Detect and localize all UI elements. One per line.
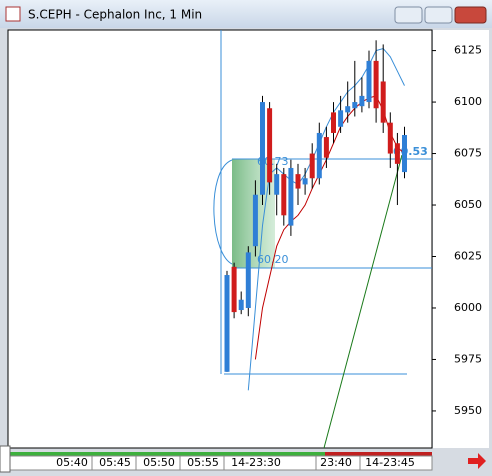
- candle-body: [252, 194, 258, 247]
- ellipse-outline: [213, 159, 236, 266]
- timeline-bar-recent: [325, 452, 432, 456]
- candle-body: [352, 102, 358, 109]
- x-tick-label: 14-23:45: [365, 456, 415, 469]
- trend-line: [323, 154, 403, 449]
- x-tick-label: 23:40: [320, 456, 352, 469]
- candle-body: [245, 252, 251, 308]
- y-tick-label: 6025: [454, 250, 482, 263]
- maximize-button[interactable]: [424, 6, 453, 24]
- candle-body: [302, 178, 308, 185]
- window-title: S.CEPH - Cephalon Inc, 1 Min: [28, 8, 202, 22]
- candle-body: [295, 174, 301, 189]
- indicator-line: [247, 47, 405, 391]
- candle-body: [394, 143, 400, 164]
- candle-body: [359, 95, 365, 107]
- indicator-line: [254, 95, 405, 360]
- price-axis: [433, 30, 489, 448]
- y-tick-label: 6125: [454, 44, 482, 57]
- candle-body: [338, 110, 344, 127]
- y-tick-label: 5975: [454, 352, 482, 365]
- candle-body: [267, 108, 273, 183]
- timeline-bar: [0, 452, 432, 456]
- close-button[interactable]: [454, 6, 487, 24]
- app-icon: [5, 6, 21, 22]
- candle-body: [345, 106, 351, 113]
- annotation: 60.53: [393, 145, 428, 158]
- x-tick-label: 14-23:30: [231, 456, 281, 469]
- y-tick-label: 6050: [454, 198, 482, 211]
- x-tick-label: 05:40: [56, 456, 88, 469]
- x-tick-label: 05:55: [187, 456, 219, 469]
- annotation: 60.20: [257, 253, 289, 266]
- candle-body: [331, 112, 336, 133]
- candle-body: [288, 167, 294, 226]
- candle-body: [274, 174, 280, 195]
- candle-body: [231, 266, 237, 313]
- candle-body: [224, 275, 230, 372]
- candle-body: [323, 137, 329, 158]
- candle-body: [366, 60, 372, 103]
- candle-body: [316, 132, 322, 179]
- candle-body: [238, 299, 244, 311]
- x-tick-label: 05:45: [99, 456, 131, 469]
- scroll-arrow[interactable]: [468, 453, 486, 469]
- candle-body: [260, 102, 265, 195]
- y-tick-label: 6000: [454, 301, 482, 314]
- y-tick-label: 5950: [454, 404, 482, 417]
- candle-body: [309, 153, 315, 179]
- candle-body: [380, 81, 386, 123]
- candle-body: [281, 174, 287, 216]
- candle-body: [373, 60, 379, 109]
- candle-body: [402, 135, 407, 173]
- scroll-box[interactable]: [0, 445, 11, 473]
- x-tick-label: 05:50: [143, 456, 175, 469]
- y-tick-label: 6075: [454, 147, 482, 160]
- candle-body: [387, 122, 393, 154]
- minimize-button[interactable]: [394, 6, 423, 24]
- y-tick-label: 6100: [454, 95, 482, 108]
